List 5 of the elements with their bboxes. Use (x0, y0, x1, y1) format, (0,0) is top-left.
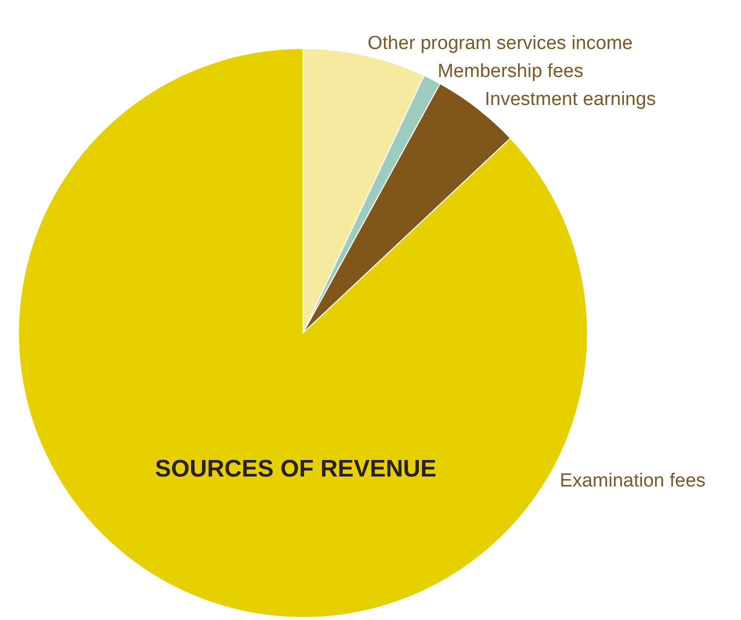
text: SOURCES OF REVENUE (155, 456, 436, 483)
slice-label: Membership fees (438, 60, 584, 82)
slice-label: Other program services income (368, 32, 633, 54)
slice-label: Examination fees (560, 470, 706, 492)
slice-label: Investment earnings (484, 88, 656, 110)
